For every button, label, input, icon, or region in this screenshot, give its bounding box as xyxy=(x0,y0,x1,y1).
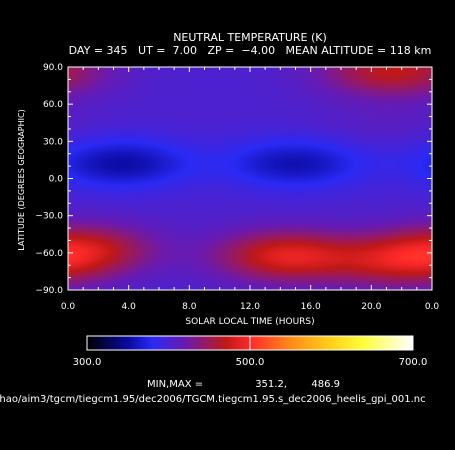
x-tick-label: 16.0 xyxy=(301,302,321,312)
x-tick-label: 4.0 xyxy=(122,302,137,312)
x-tick-label: 8.0 xyxy=(182,302,197,312)
x-axis-label: SOLAR LOCAL TIME (HOURS) xyxy=(185,317,314,327)
x-tick-label: 0.0 xyxy=(425,302,440,312)
y-axis-label: LATITUDE (DEGREES GEOGRAPHIC) xyxy=(17,109,26,250)
x-tick-label: 0.0 xyxy=(61,302,76,312)
y-tick-label: −30.0 xyxy=(35,212,63,222)
colorbar-tick-label: 500.0 xyxy=(236,357,265,368)
y-tick-label: 30.0 xyxy=(43,137,63,147)
y-tick-label: 60.0 xyxy=(43,100,63,110)
y-axis: 90.0 60.0 30.0 0.0 −30.0 −60.0 −90.0 xyxy=(35,63,432,296)
y-tick-label: −60.0 xyxy=(35,249,63,259)
x-tick-label: 12.0 xyxy=(240,302,260,312)
colorbar-tick-label: 700.0 xyxy=(399,357,428,368)
colorbar-tick-label: 300.0 xyxy=(73,357,102,368)
x-axis: 0.0 4.0 8.0 12.0 16.0 20.0 0.0 xyxy=(61,67,440,312)
y-tick-label: 90.0 xyxy=(43,63,63,73)
x-tick-label: 20.0 xyxy=(361,302,381,312)
chart-title: NEUTRAL TEMPERATURE (K) xyxy=(173,31,327,44)
plot-area xyxy=(67,66,433,291)
file-path: /hao/aim3/tgcm/tiegcm1.95/dec2006/TGCM.t… xyxy=(0,394,426,405)
max-value: 486.9 xyxy=(311,379,340,390)
heatmap-image xyxy=(68,67,432,290)
chart-subtitle: DAY = 345 UT = 7.00 ZP = −4.00 MEAN ALTI… xyxy=(69,44,432,57)
y-tick-label: −90.0 xyxy=(35,286,63,296)
colorbar: 300.0 500.0 700.0 xyxy=(73,335,428,368)
y-tick-label: 0.0 xyxy=(49,175,64,185)
min-value: 351.2, xyxy=(255,379,287,390)
min-max-label: MIN,MAX = xyxy=(147,379,203,390)
